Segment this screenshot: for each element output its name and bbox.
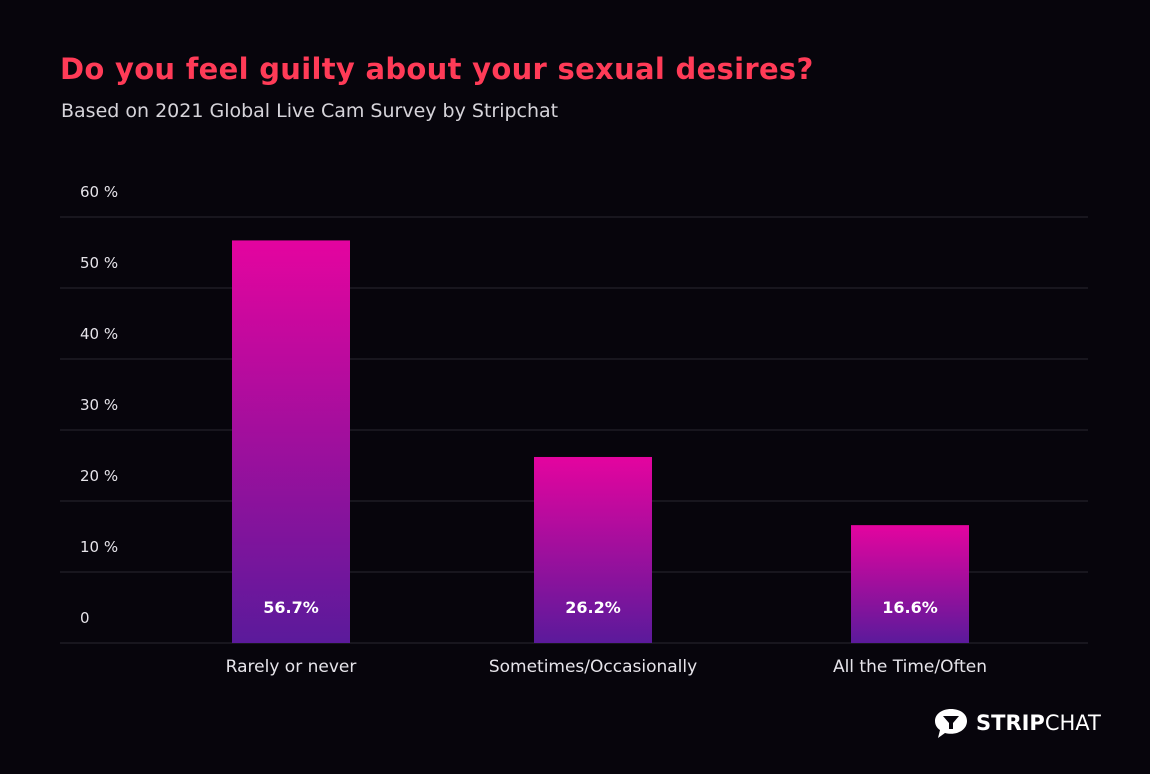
y-tick-label: 20 % — [80, 467, 118, 485]
y-tick-label: 40 % — [80, 325, 118, 343]
chart-subtitle: Based on 2021 Global Live Cam Survey by … — [61, 100, 559, 122]
y-tick-label: 60 % — [80, 183, 118, 201]
y-tick-label: 0 — [80, 609, 90, 627]
y-tick-label: 50 % — [80, 254, 118, 272]
logo-text-chat: CHAT — [1044, 711, 1101, 735]
data-label: 56.7% — [263, 598, 319, 617]
x-category-label: All the Time/Often — [833, 657, 987, 677]
bar — [232, 240, 350, 643]
y-tick-label: 10 % — [80, 538, 118, 556]
logo-text-strip: STRIP — [976, 711, 1045, 735]
y-tick-label: 30 % — [80, 396, 118, 414]
x-category-label: Rarely or never — [226, 657, 357, 677]
bar — [534, 456, 652, 643]
x-category-label: Sometimes/Occasionally — [489, 657, 697, 677]
chat-bubble-logo-icon — [935, 709, 967, 738]
bar — [851, 525, 969, 643]
chart-title: Do you feel guilty about your sexual des… — [60, 52, 814, 86]
data-label: 26.2% — [565, 598, 621, 617]
data-label: 16.6% — [882, 598, 938, 617]
stripchat-logo: STRIPCHAT — [934, 707, 1101, 739]
